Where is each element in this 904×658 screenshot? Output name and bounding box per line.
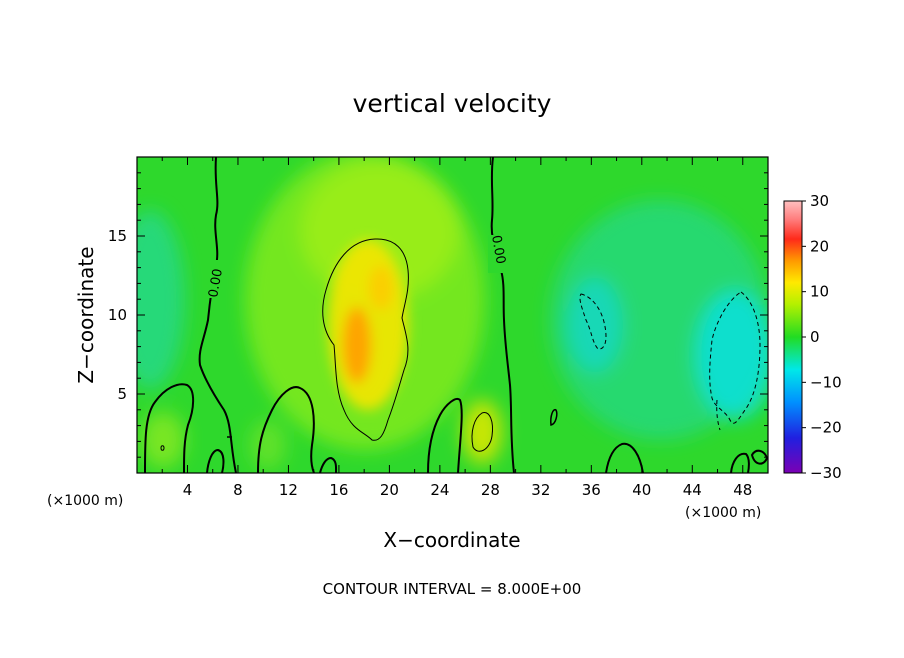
x-unit-label-left: (×1000 m) <box>47 493 123 509</box>
y-tick-label: 5 <box>117 385 127 403</box>
zero-contour-low-x15 <box>319 456 338 473</box>
field-core-upper <box>369 266 393 310</box>
contour-neg-x47 <box>709 291 761 424</box>
zero-contour-low-x24 <box>427 398 463 473</box>
contour-8-low-x27 <box>471 412 493 452</box>
zero-contour-low-left <box>144 383 195 473</box>
colorbar-tick-label: −30 <box>810 464 842 482</box>
x-tick-label: 8 <box>233 481 243 499</box>
x-tick-label: 20 <box>380 481 399 499</box>
contour-lines <box>144 157 768 473</box>
contour-label-left: 0.00 <box>206 268 226 299</box>
contour-neg-x36 <box>579 293 607 350</box>
field-left-cool <box>137 210 185 390</box>
y-tick-label: 15 <box>108 227 127 245</box>
field-core <box>328 240 408 410</box>
x-tick-label: 44 <box>683 481 702 499</box>
field-down-x36 <box>567 277 623 373</box>
field-low-x27 <box>462 400 502 464</box>
field-core-orange <box>343 307 371 383</box>
contour-8-low-x1 <box>160 445 165 451</box>
x-axis-title: X−coordinate <box>383 528 520 552</box>
x-tick-label: 16 <box>329 481 348 499</box>
zero-contour-right <box>490 157 515 473</box>
x-tick-label: 4 <box>183 481 193 499</box>
field-down-x47 <box>695 290 768 420</box>
field-low-x10 <box>250 420 286 470</box>
x-unit-label-right: (×1000 m) <box>685 505 761 521</box>
contour-label-right: 0.00 <box>488 234 508 265</box>
x-tick-label: 32 <box>531 481 550 499</box>
colorbar-tick-label: 10 <box>810 283 829 301</box>
x-tick-label: 28 <box>481 481 500 499</box>
chart-title: vertical velocity <box>353 89 552 118</box>
plot-field: 0.00 0.00 <box>137 157 768 473</box>
zero-contour-low-x47 <box>730 452 750 473</box>
x-tick-label: 24 <box>430 481 449 499</box>
contour-label-group: 0.00 0.00 <box>203 234 508 299</box>
x-axis: 4 8 12 16 20 24 28 32 36 40 44 48 <box>161 157 752 499</box>
y-axis: 5 10 15 <box>108 172 768 458</box>
x-tick-label: 36 <box>582 481 601 499</box>
colorbar-tick-label: 0 <box>810 328 820 346</box>
contour-8-updraft <box>322 238 409 441</box>
colorbar-tick-label: −10 <box>810 373 842 391</box>
contour-label-bg-right <box>488 235 504 273</box>
contour-label-bg-left <box>203 260 219 298</box>
colorbar-tick-label: −20 <box>810 419 842 437</box>
y-axis-title: Z−coordinate <box>74 246 98 383</box>
contour-neg-x47-tail <box>716 399 721 431</box>
colorbar-tick-label: 30 <box>810 192 829 210</box>
colorbar <box>783 200 803 474</box>
field-low-x2 <box>141 412 185 468</box>
zero-contour-low-x6 <box>206 448 225 473</box>
x-tick-label: 48 <box>733 481 752 499</box>
x-tick-label: 40 <box>632 481 651 499</box>
colorbar-tick-label: 20 <box>810 237 829 255</box>
contour-neg-x33 <box>550 408 558 426</box>
x-tick-label: 12 <box>279 481 298 499</box>
zero-contour-low-x12 <box>257 386 315 473</box>
zero-contour-low-x38 <box>605 442 644 473</box>
colorbar-ticks: 30 20 10 0 −10 −20 −30 <box>802 192 842 482</box>
zero-contour-low-x49 <box>750 449 768 465</box>
y-tick-label: 10 <box>108 306 127 324</box>
contour-interval-text: CONTOUR INTERVAL = 8.000E+00 <box>323 580 582 598</box>
zero-contour-left <box>198 157 237 473</box>
